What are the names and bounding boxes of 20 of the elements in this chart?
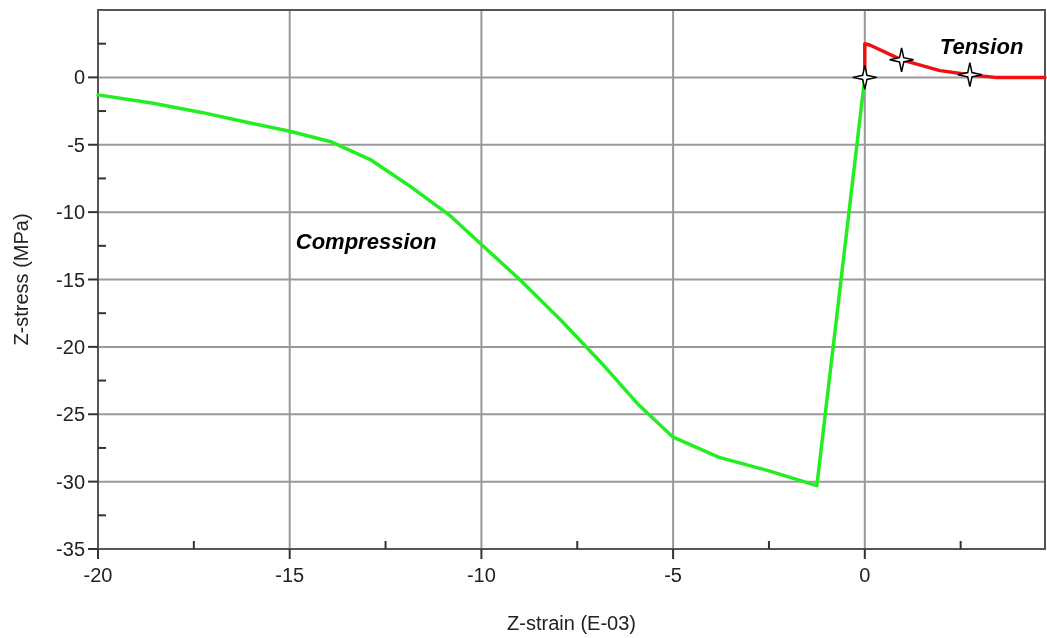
y-tick-label: -15 [56, 268, 85, 291]
y-axis-title: Z-stress (MPa) [10, 213, 32, 346]
y-tick-label: 0 [73, 66, 85, 89]
x-tick-label: -5 [664, 564, 682, 586]
series-label: Tension [939, 33, 1024, 59]
x-tick-label: -10 [466, 564, 496, 586]
y-tick-label: -30 [56, 470, 85, 493]
y-tick-label: -10 [56, 201, 85, 224]
x-axis-title: Z-strain (E-03) [507, 612, 636, 634]
y-tick-label: -35 [56, 538, 85, 560]
point [957, 61, 983, 88]
x-tick-label: -20 [83, 564, 113, 586]
y-tick-label: -20 [56, 335, 85, 358]
point [888, 47, 915, 73]
series-label: Compression [295, 229, 437, 255]
y-tick-label: -25 [56, 403, 85, 426]
x-tick-label: 0 [859, 564, 871, 586]
point [852, 64, 878, 91]
x-tick-label: -15 [275, 564, 305, 586]
y-tick-label: -5 [67, 133, 85, 156]
